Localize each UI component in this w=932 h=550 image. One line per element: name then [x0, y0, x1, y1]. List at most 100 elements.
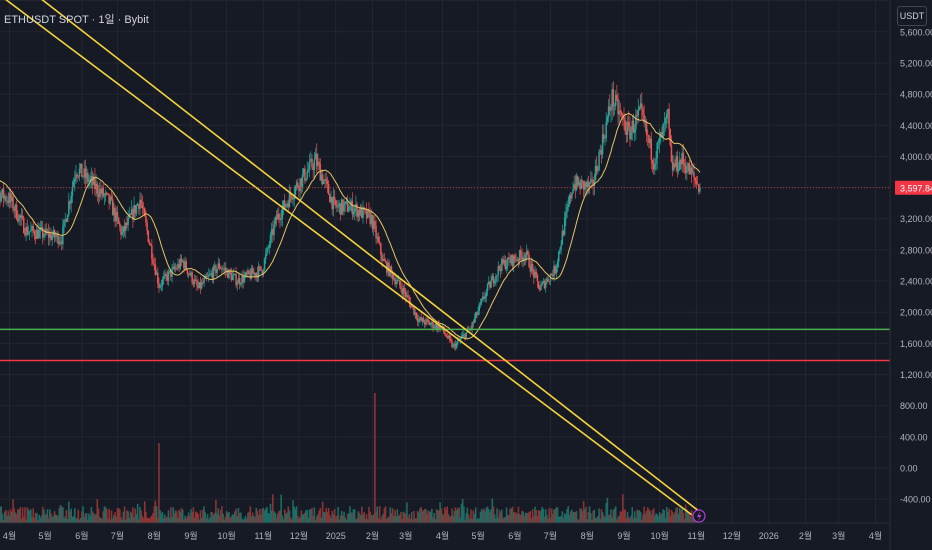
candle-body [683, 163, 686, 166]
candle-body [247, 270, 249, 275]
volume-bar [274, 512, 277, 523]
volume-bar [312, 516, 314, 523]
candle-body [444, 331, 446, 335]
volume-bar [681, 508, 683, 523]
y-axis-panel[interactable] [890, 0, 932, 550]
candle-body [402, 288, 405, 295]
volume-bar [466, 507, 469, 523]
volume-bar [690, 510, 693, 523]
volume-bar [444, 507, 446, 523]
trend-line-1[interactable] [0, 0, 693, 516]
currency-button[interactable]: USDT [897, 6, 927, 26]
volume-bar [644, 513, 647, 523]
volume-bar [683, 518, 686, 523]
volume-bar [101, 518, 103, 523]
candle-body [338, 203, 341, 206]
candle-body [248, 270, 250, 274]
candle-body [344, 201, 346, 205]
volume-bar [503, 517, 505, 523]
candle-body [415, 312, 418, 319]
volume-bar [518, 514, 521, 523]
candle-body [662, 123, 664, 138]
volume-bar [15, 514, 18, 523]
candle-body [406, 295, 408, 297]
candle-body [696, 183, 699, 185]
candle-body [413, 307, 415, 315]
candle-body [212, 266, 215, 279]
candle-body [428, 321, 431, 326]
volume-bar [120, 517, 122, 523]
candle-body [331, 197, 333, 210]
candle-body [36, 229, 38, 239]
volume-bar [85, 513, 88, 523]
volume-bar [347, 513, 350, 523]
volume-bar [550, 508, 553, 523]
x-tick-label: 11월 [255, 530, 273, 541]
volume-bar [6, 515, 8, 523]
candle-body [180, 258, 183, 262]
volume-bar [588, 506, 591, 523]
volume-bar [71, 516, 74, 523]
candle-body [206, 276, 209, 278]
volume-bar [394, 509, 396, 523]
volume-bar [524, 512, 527, 523]
volume-bar [194, 511, 197, 523]
candle-body [172, 266, 174, 269]
volume-bar [199, 510, 202, 523]
volume-bar [197, 513, 199, 523]
candle-body [490, 280, 492, 288]
candle-body [298, 187, 300, 192]
candle-body [617, 98, 619, 115]
lightning-icon[interactable] [692, 509, 706, 523]
volume-bar [147, 517, 150, 523]
candle-body [525, 251, 528, 255]
candle-body [291, 196, 293, 200]
volume-bar [204, 512, 207, 523]
volume-bar [490, 509, 492, 523]
candle-body [100, 189, 102, 194]
volume-bar [652, 508, 655, 523]
volume-bar [492, 506, 495, 523]
candle-body [310, 158, 312, 161]
volume-bar [305, 509, 307, 523]
candle-body [692, 172, 694, 174]
trend-line-2[interactable] [0, 0, 704, 516]
candle-body [350, 200, 352, 207]
volume-bar [686, 509, 688, 523]
volume-bar [262, 507, 265, 523]
volume-bar [403, 512, 406, 523]
candle-body [231, 275, 234, 281]
candle-body [375, 225, 377, 239]
candle-body [584, 182, 586, 190]
candle-body [661, 132, 663, 138]
volume-bar [438, 510, 440, 523]
volume-bar [94, 515, 96, 523]
candle-body [349, 206, 351, 211]
x-tick-label: 9월 [184, 530, 197, 541]
candle-body [451, 340, 453, 348]
candle-body [256, 272, 259, 278]
candle-body [216, 268, 218, 273]
volume-bar [19, 507, 21, 523]
volume-bar [255, 507, 258, 523]
candle-body [457, 339, 459, 343]
volume-bar [482, 510, 484, 523]
volume-bar [498, 510, 501, 523]
candle-body [432, 321, 434, 329]
candle-body [616, 95, 618, 99]
volume-bar [133, 517, 135, 523]
candle-body [45, 228, 48, 233]
volume-bar [165, 517, 167, 523]
volume-bar [292, 500, 294, 523]
volume-bar [178, 509, 180, 523]
candle-body [101, 187, 103, 194]
x-axis-panel[interactable] [0, 523, 932, 550]
x-tick-label: 7월 [111, 530, 124, 541]
candle-body [240, 284, 242, 285]
volume-bar [616, 519, 618, 523]
candle-body [246, 272, 248, 275]
x-tick-label: 4월 [869, 530, 882, 541]
candle-body [115, 211, 118, 222]
volume-bar [383, 508, 386, 523]
